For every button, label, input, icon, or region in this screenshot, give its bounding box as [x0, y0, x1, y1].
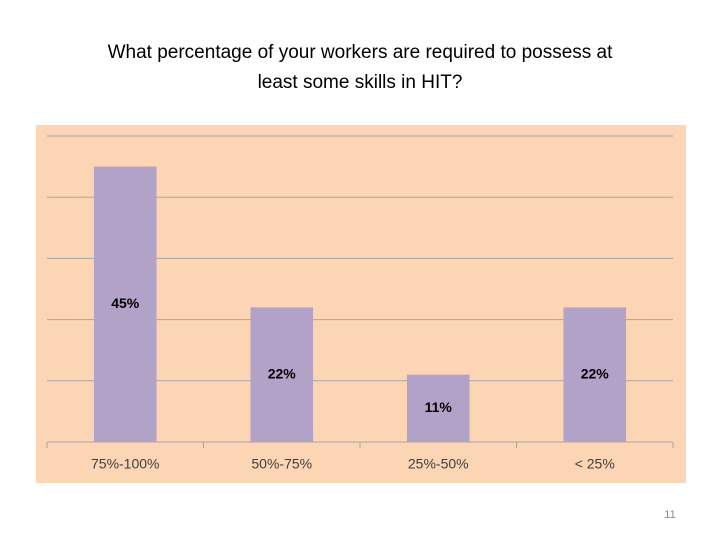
x-tick-label: 75%-100%	[91, 456, 160, 472]
data-label: 22%	[268, 365, 297, 381]
chart-title: least some skills in HIT?	[258, 72, 463, 93]
page-number: 11	[664, 509, 675, 521]
x-tick-label: < 25%	[575, 456, 615, 472]
bar	[563, 307, 627, 442]
data-label: 45%	[111, 295, 140, 311]
data-label: 22%	[581, 365, 610, 381]
chart-title: What percentage of your workers are requ…	[108, 42, 614, 63]
x-tick-label: 25%-50%	[408, 456, 469, 472]
bar	[93, 166, 157, 442]
data-label: 11%	[425, 399, 453, 415]
bar	[406, 374, 470, 442]
x-tick-label: 50%-75%	[251, 456, 312, 472]
bar	[250, 307, 314, 442]
